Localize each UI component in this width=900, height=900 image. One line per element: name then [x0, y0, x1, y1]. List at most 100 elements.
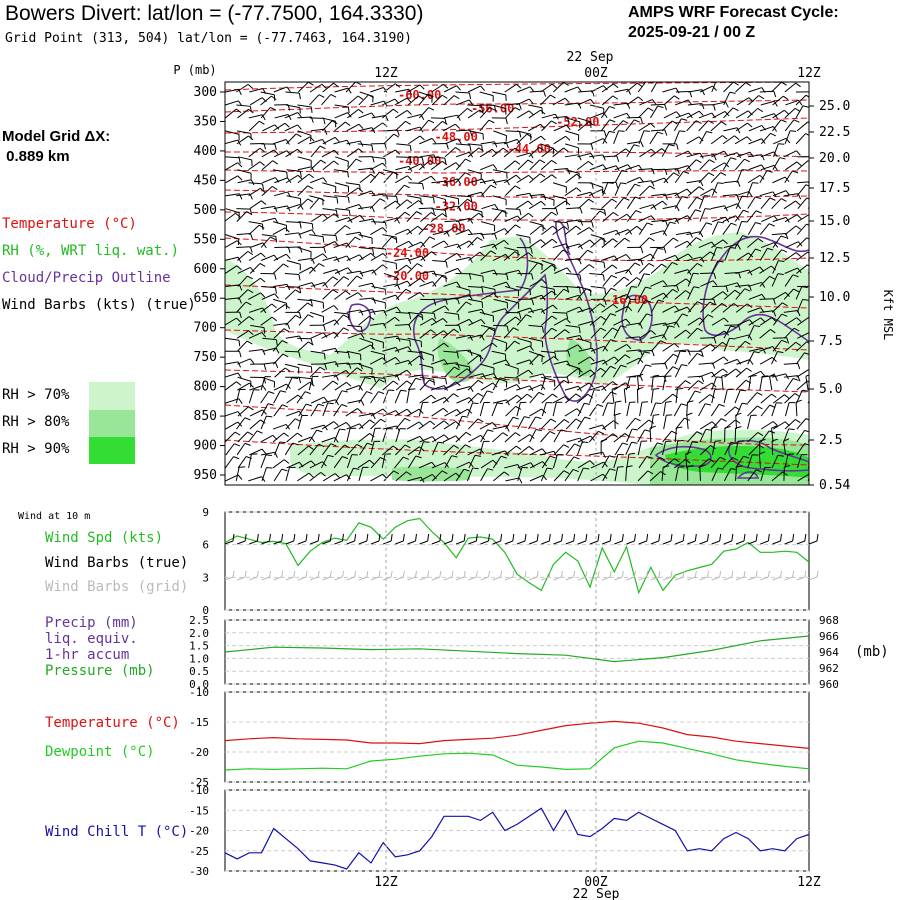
wind-barb-flag — [721, 121, 727, 126]
wind-barb-flag — [515, 316, 521, 322]
wind-barb-flag — [528, 98, 534, 105]
wind-barb — [602, 287, 612, 300]
surface-wind-barb-flag — [281, 533, 284, 542]
wind-barb-flag — [590, 99, 595, 105]
wind-barb — [747, 248, 756, 261]
wind-barb — [492, 281, 507, 287]
wind-barb-flag — [563, 444, 570, 448]
wind-barb-flag — [380, 418, 386, 423]
wind-barb — [723, 468, 732, 482]
wind-barb-flag — [680, 350, 687, 353]
wind-barb-flag — [419, 292, 425, 297]
wind-barb-flag — [265, 454, 272, 456]
wind-barb-flag — [599, 210, 606, 215]
wind-barb — [432, 230, 447, 236]
wind-barb-flag — [786, 337, 790, 344]
wind-barb-flag — [292, 377, 299, 380]
wind-barb-flag — [372, 248, 375, 255]
wind-barb-flag — [709, 301, 716, 306]
wind-barb — [297, 130, 312, 136]
wind-barb — [383, 149, 396, 158]
wind-barb-flag — [262, 385, 267, 391]
wind-barb-flag — [804, 429, 809, 433]
wind-barb-flag — [681, 195, 688, 199]
wind-barb-flag — [347, 112, 352, 118]
wind-barb — [358, 234, 373, 239]
wind-barb — [614, 164, 629, 171]
wind-barb-flag — [490, 184, 497, 189]
wind-barb — [225, 431, 236, 443]
wind-barb — [467, 147, 480, 158]
grid-wind-barb — [735, 576, 745, 581]
wind-barb-flag — [755, 248, 762, 252]
isotherm — [225, 369, 809, 393]
wind-barb — [590, 473, 604, 482]
wind-barb-flag — [771, 393, 777, 398]
wind-barb — [370, 122, 383, 132]
wind-barb — [480, 459, 494, 469]
wind-barb — [687, 286, 695, 300]
wind-barb-flag — [785, 233, 789, 240]
wind-barb — [456, 301, 467, 313]
wind-barb — [505, 477, 520, 482]
wind-barb — [613, 276, 625, 287]
wind-barb — [662, 205, 677, 210]
wind-barb-flag — [788, 428, 795, 430]
height-tick-label: 7.5 — [819, 334, 842, 349]
wind-barb-flag — [327, 454, 334, 458]
pressure-tick-label: 450 — [194, 173, 217, 188]
wind-barb-flag — [441, 275, 448, 280]
grid-wind-barb — [662, 576, 672, 581]
wind-barb — [784, 130, 791, 145]
pressure-tick-label: 600 — [194, 262, 217, 277]
wind-barb — [759, 275, 770, 287]
wind-barb-flag — [597, 404, 604, 407]
wind-barb — [808, 117, 809, 119]
wind-barb — [480, 250, 492, 261]
wind-barb-flag — [456, 298, 460, 305]
wind-barb-flag — [394, 316, 400, 322]
wind-barb — [528, 104, 543, 109]
wind-barb-flag — [445, 261, 448, 268]
wind-barb — [722, 222, 732, 235]
wind-barb-flag — [792, 170, 799, 174]
grid-wind-barb-flag — [743, 570, 746, 578]
wind-barb — [285, 174, 299, 184]
wind-barb — [225, 474, 239, 482]
wind-barb — [479, 402, 485, 417]
wind-barb-flag — [355, 158, 362, 163]
surface-wind-barb — [516, 540, 526, 545]
wind-barb-flag — [769, 197, 776, 201]
wind-barb-flag — [742, 235, 749, 238]
wind-barb — [796, 223, 807, 235]
wind-barb-flag — [677, 387, 684, 390]
wind-barb-flag — [541, 355, 543, 363]
wind-barb-flag — [575, 418, 582, 423]
wind-barb-flag — [499, 377, 506, 380]
wind-barb — [759, 223, 770, 235]
wind-barb — [260, 451, 275, 456]
wind-barb — [432, 441, 439, 456]
wind-barb — [577, 198, 589, 210]
wind-barb-flag — [537, 262, 544, 266]
wind-barb-flag — [661, 148, 667, 153]
wind-barb-flag — [644, 351, 651, 354]
wind-barb — [613, 402, 616, 417]
wind-barb — [261, 160, 274, 171]
wind-barb — [687, 197, 697, 209]
wind-barb — [321, 241, 336, 249]
wind-barb — [784, 274, 794, 287]
wind-barb — [747, 405, 758, 417]
wind-barb — [650, 292, 664, 300]
wind-barb — [698, 403, 706, 417]
wind-barb — [237, 358, 251, 365]
wind-barb-flag — [589, 460, 595, 466]
wind-barb-flag — [622, 442, 629, 446]
wind-barb-flag — [589, 356, 595, 362]
grid-wind-barb — [650, 576, 660, 581]
wind-barb — [736, 151, 751, 158]
wind-barb-flag — [327, 402, 334, 405]
wind-barb — [235, 467, 240, 481]
wind-barb — [284, 289, 296, 300]
